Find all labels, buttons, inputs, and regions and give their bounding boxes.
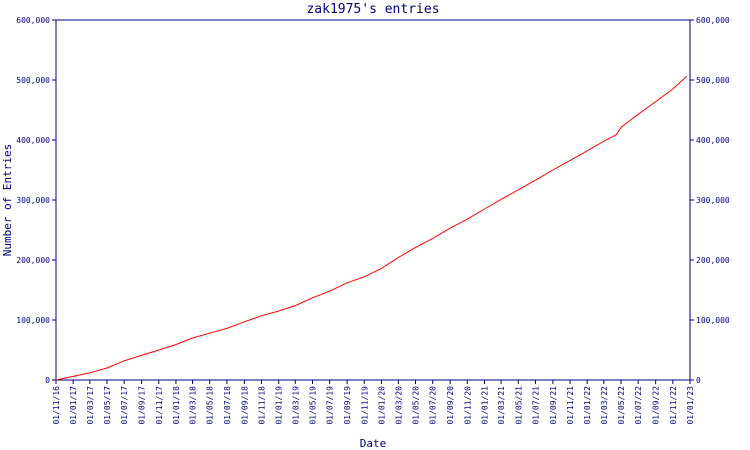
y-axis-label: Number of Entries [1, 144, 14, 257]
x-tick-label: 01/07/22 [634, 386, 643, 425]
y-tick-label-right: 100,000 [696, 316, 730, 325]
x-tick-label: 01/03/19 [291, 386, 300, 425]
series-line [55, 76, 687, 381]
plot-frame [55, 19, 691, 381]
x-tick-label: 01/11/17 [155, 386, 164, 425]
y-axis-left: 0 100,000 200,000 300,000 400,000 500,000 600,… [16, 16, 56, 385]
y-tick-label-left: 400,000 [16, 136, 50, 145]
y-tick-label-left: 300,000 [16, 196, 50, 205]
x-tick-label: 01/01/21 [480, 386, 489, 425]
x-tick-label: 01/03/22 [600, 386, 609, 425]
x-tick-label: 01/01/22 [583, 386, 592, 425]
x-tick-label: 01/05/19 [308, 386, 317, 425]
x-tick-label: 01/11/22 [669, 386, 678, 425]
y-tick-label-left: 200,000 [16, 256, 50, 265]
x-tick-label: 01/09/20 [446, 386, 455, 425]
y-tick-label-right: 600,000 [696, 16, 730, 25]
x-tick-label: 01/01/19 [275, 386, 284, 425]
y-tick-label-left: 100,000 [16, 316, 50, 325]
y-tick-label-right: 500,000 [696, 76, 730, 85]
y-tick-label-right: 300,000 [696, 196, 730, 205]
x-tick-label: 01/03/21 [497, 386, 506, 425]
series-layer [55, 76, 687, 381]
x-tick-label: 01/11/19 [360, 386, 369, 425]
x-tick-label: 01/05/18 [206, 386, 215, 425]
x-tick-label: 01/05/20 [412, 386, 421, 425]
x-tick-label: 01/03/20 [394, 386, 403, 425]
x-tick-label: 01/07/21 [531, 386, 540, 425]
chart-title: zak1975's entries [306, 2, 439, 17]
y-tick-label-right: 0 [696, 376, 701, 385]
x-tick-label: 01/03/17 [86, 386, 95, 425]
x-tick-label: 01/11/21 [566, 386, 575, 425]
y-tick-label-left: 0 [45, 376, 50, 385]
x-tick-label: 01/05/17 [103, 386, 112, 425]
y-tick-label-right: 400,000 [696, 136, 730, 145]
x-tick-label: 01/07/20 [429, 386, 438, 425]
x-tick-label: 01/05/22 [617, 386, 626, 425]
y-axis-right: 0 100,000 200,000 300,000 400,000 500,000 600,… [690, 16, 730, 385]
x-tick-label: 01/11/18 [258, 386, 267, 425]
x-tick-label: 01/11/16 [52, 386, 61, 425]
x-axis-label: Date [360, 437, 387, 450]
x-tick-label: 01/09/19 [343, 386, 352, 425]
y-tick-label-left: 500,000 [16, 76, 50, 85]
x-tick-label: 01/07/17 [120, 386, 129, 425]
y-tick-label-left: 600,000 [16, 16, 50, 25]
x-tick-label: 01/05/21 [514, 386, 523, 425]
x-tick-label: 01/01/18 [172, 386, 181, 425]
x-tick-label: 01/01/20 [377, 386, 386, 425]
x-tick-label: 01/09/18 [240, 386, 249, 425]
x-tick-label: 01/09/22 [652, 386, 661, 425]
x-axis: 01/11/16 01/01/17 01/03/17 01/05/17 01/07/17… [52, 380, 695, 425]
y-tick-label-right: 200,000 [696, 256, 730, 265]
x-tick-label: 01/01/17 [69, 386, 78, 425]
x-tick-label: 01/03/18 [189, 386, 198, 425]
x-tick-label: 01/07/18 [223, 386, 232, 425]
x-tick-label: 01/01/23 [686, 386, 695, 425]
x-tick-label: 01/07/19 [326, 386, 335, 425]
x-tick-label: 01/11/20 [463, 386, 472, 425]
x-tick-label: 01/09/17 [138, 386, 147, 425]
x-tick-label: 01/09/21 [549, 386, 558, 425]
